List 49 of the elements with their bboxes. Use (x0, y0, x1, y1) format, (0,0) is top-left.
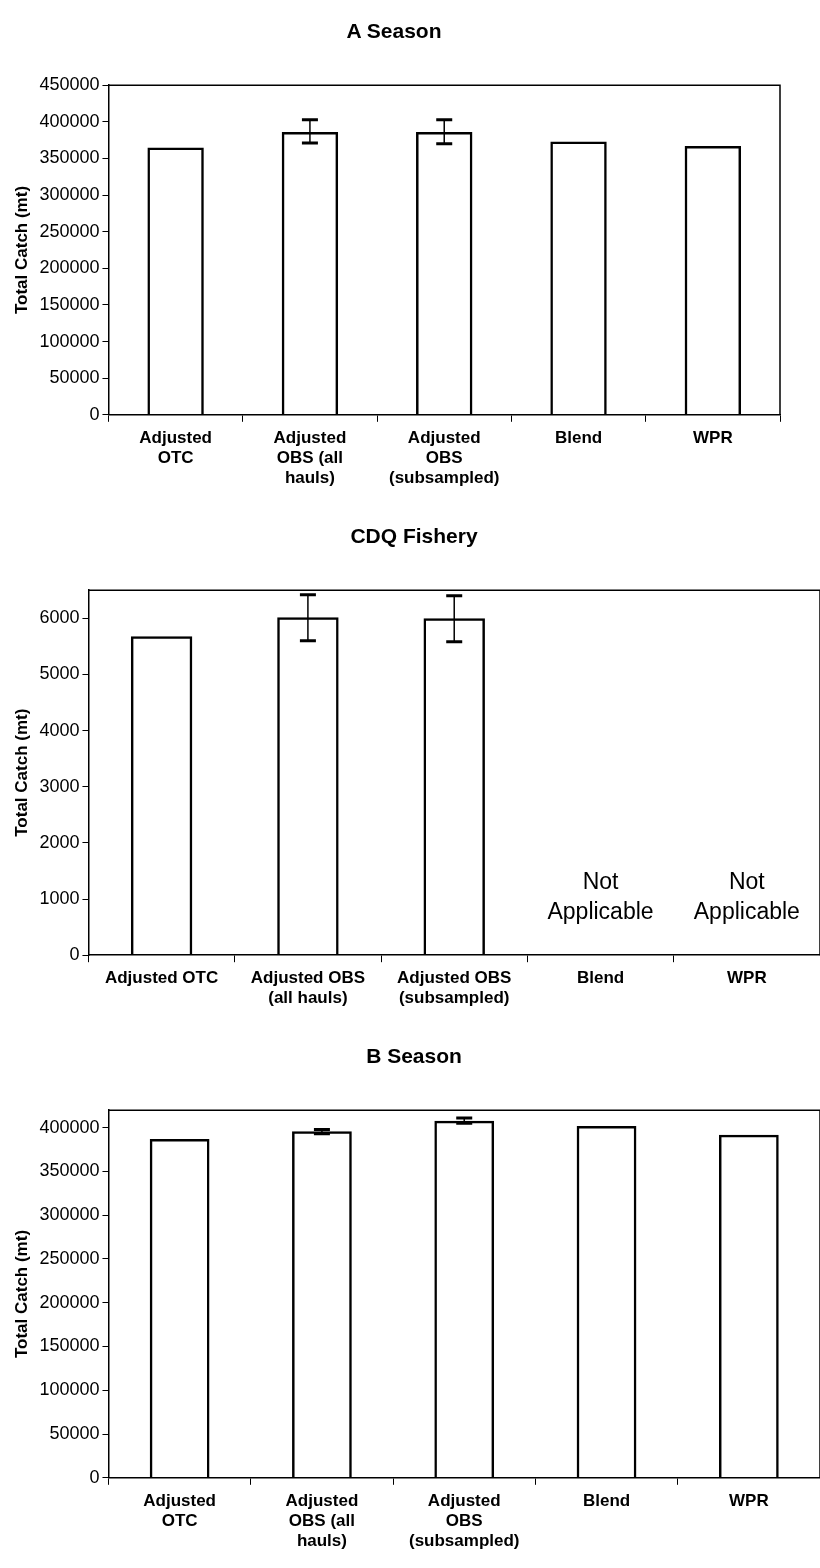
y-tick-label: 3000 (39, 775, 80, 796)
y-tick-label: 100000 (39, 330, 100, 351)
chart-title: CDQ Fishery (350, 524, 478, 548)
y-tick-label: 6000 (39, 607, 80, 628)
y-axis-title: Total Catch (mt) (11, 1229, 31, 1359)
y-tick-label: 150000 (39, 1335, 100, 1356)
y-tick-label: 4000 (39, 719, 80, 740)
y-tick-label: 0 (89, 403, 100, 424)
y-tick-label: 50000 (49, 367, 100, 388)
y-tick-label: 0 (89, 1466, 100, 1487)
y-tick-label: 450000 (39, 74, 100, 95)
y-tick-label: 200000 (39, 1291, 100, 1312)
x-tick-label: Adjusted OBS (all hauls) (273, 427, 347, 488)
y-tick-label: 200000 (39, 257, 100, 278)
x-tick-label: Adjusted OBS (subsampled) (388, 427, 500, 488)
x-tick-label: Blend (576, 968, 625, 988)
x-tick-label: Adjusted OBS (subsampled) (397, 968, 512, 1008)
y-tick-label: 400000 (39, 1116, 100, 1137)
x-tick-label: Adjusted OTC (139, 427, 212, 468)
y-tick-label: 300000 (39, 1204, 100, 1225)
y-tick-label: 300000 (39, 184, 100, 205)
x-tick-label: Adjusted OBS (all hauls) (285, 1490, 359, 1551)
y-tick-label: 250000 (39, 220, 100, 241)
annotation: Not Applicable (693, 867, 800, 924)
chart-title: B Season (366, 1044, 462, 1068)
x-tick-label: WPR (727, 968, 767, 988)
y-tick-label: 2000 (39, 831, 80, 852)
y-tick-label: 0 (69, 944, 80, 965)
x-tick-label: WPR (693, 427, 733, 447)
y-tick-label: 350000 (39, 147, 100, 168)
y-tick-label: 350000 (39, 1160, 100, 1181)
x-tick-label: Adjusted OBS (subsampled) (408, 1490, 520, 1551)
x-tick-label: Blend (554, 427, 603, 447)
y-axis-title: Total Catch (mt) (11, 185, 31, 315)
y-tick-label: 150000 (39, 293, 100, 314)
x-tick-label: WPR (729, 1490, 769, 1510)
y-tick-label: 250000 (39, 1247, 100, 1268)
annotation: Not Applicable (547, 867, 654, 924)
x-tick-label: Adjusted OTC (104, 968, 219, 988)
y-tick-label: 100000 (39, 1379, 100, 1400)
chart-title: A Season (346, 19, 442, 43)
y-tick-label: 5000 (39, 663, 80, 684)
x-tick-label: Adjusted OTC (143, 1490, 216, 1531)
y-axis-title: Total Catch (mt) (11, 708, 31, 837)
x-tick-label: Adjusted OBS (all hauls) (250, 968, 366, 1008)
x-tick-label: Blend (582, 1490, 631, 1510)
y-tick-label: 1000 (39, 888, 80, 909)
y-tick-label: 50000 (49, 1423, 100, 1444)
y-tick-label: 400000 (39, 110, 100, 131)
